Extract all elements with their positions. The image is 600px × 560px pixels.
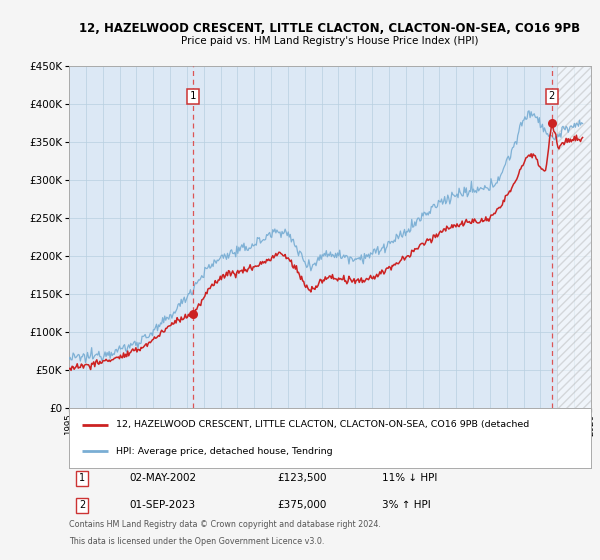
- Text: Contains HM Land Registry data © Crown copyright and database right 2024.: Contains HM Land Registry data © Crown c…: [69, 520, 381, 529]
- Text: 12, HAZELWOOD CRESCENT, LITTLE CLACTON, CLACTON-ON-SEA, CO16 9PB: 12, HAZELWOOD CRESCENT, LITTLE CLACTON, …: [79, 22, 581, 35]
- Text: HPI: Average price, detached house, Tendring: HPI: Average price, detached house, Tend…: [116, 446, 332, 455]
- Bar: [557, 66, 591, 408]
- Bar: [557, 66, 591, 408]
- Text: 11% ↓ HPI: 11% ↓ HPI: [382, 473, 437, 483]
- Text: 3% ↑ HPI: 3% ↑ HPI: [382, 500, 431, 510]
- Text: Price paid vs. HM Land Registry's House Price Index (HPI): Price paid vs. HM Land Registry's House …: [181, 36, 479, 46]
- Text: 02-MAY-2002: 02-MAY-2002: [129, 473, 196, 483]
- Text: 2: 2: [548, 91, 555, 101]
- Text: 1: 1: [79, 473, 85, 483]
- Text: This data is licensed under the Open Government Licence v3.0.: This data is licensed under the Open Gov…: [69, 538, 325, 547]
- Text: 2: 2: [79, 500, 85, 510]
- Text: £123,500: £123,500: [278, 473, 328, 483]
- Text: 12, HAZELWOOD CRESCENT, LITTLE CLACTON, CLACTON-ON-SEA, CO16 9PB (detached: 12, HAZELWOOD CRESCENT, LITTLE CLACTON, …: [116, 420, 529, 429]
- Text: £375,000: £375,000: [278, 500, 327, 510]
- Text: 1: 1: [190, 91, 196, 101]
- Text: 01-SEP-2023: 01-SEP-2023: [129, 500, 195, 510]
